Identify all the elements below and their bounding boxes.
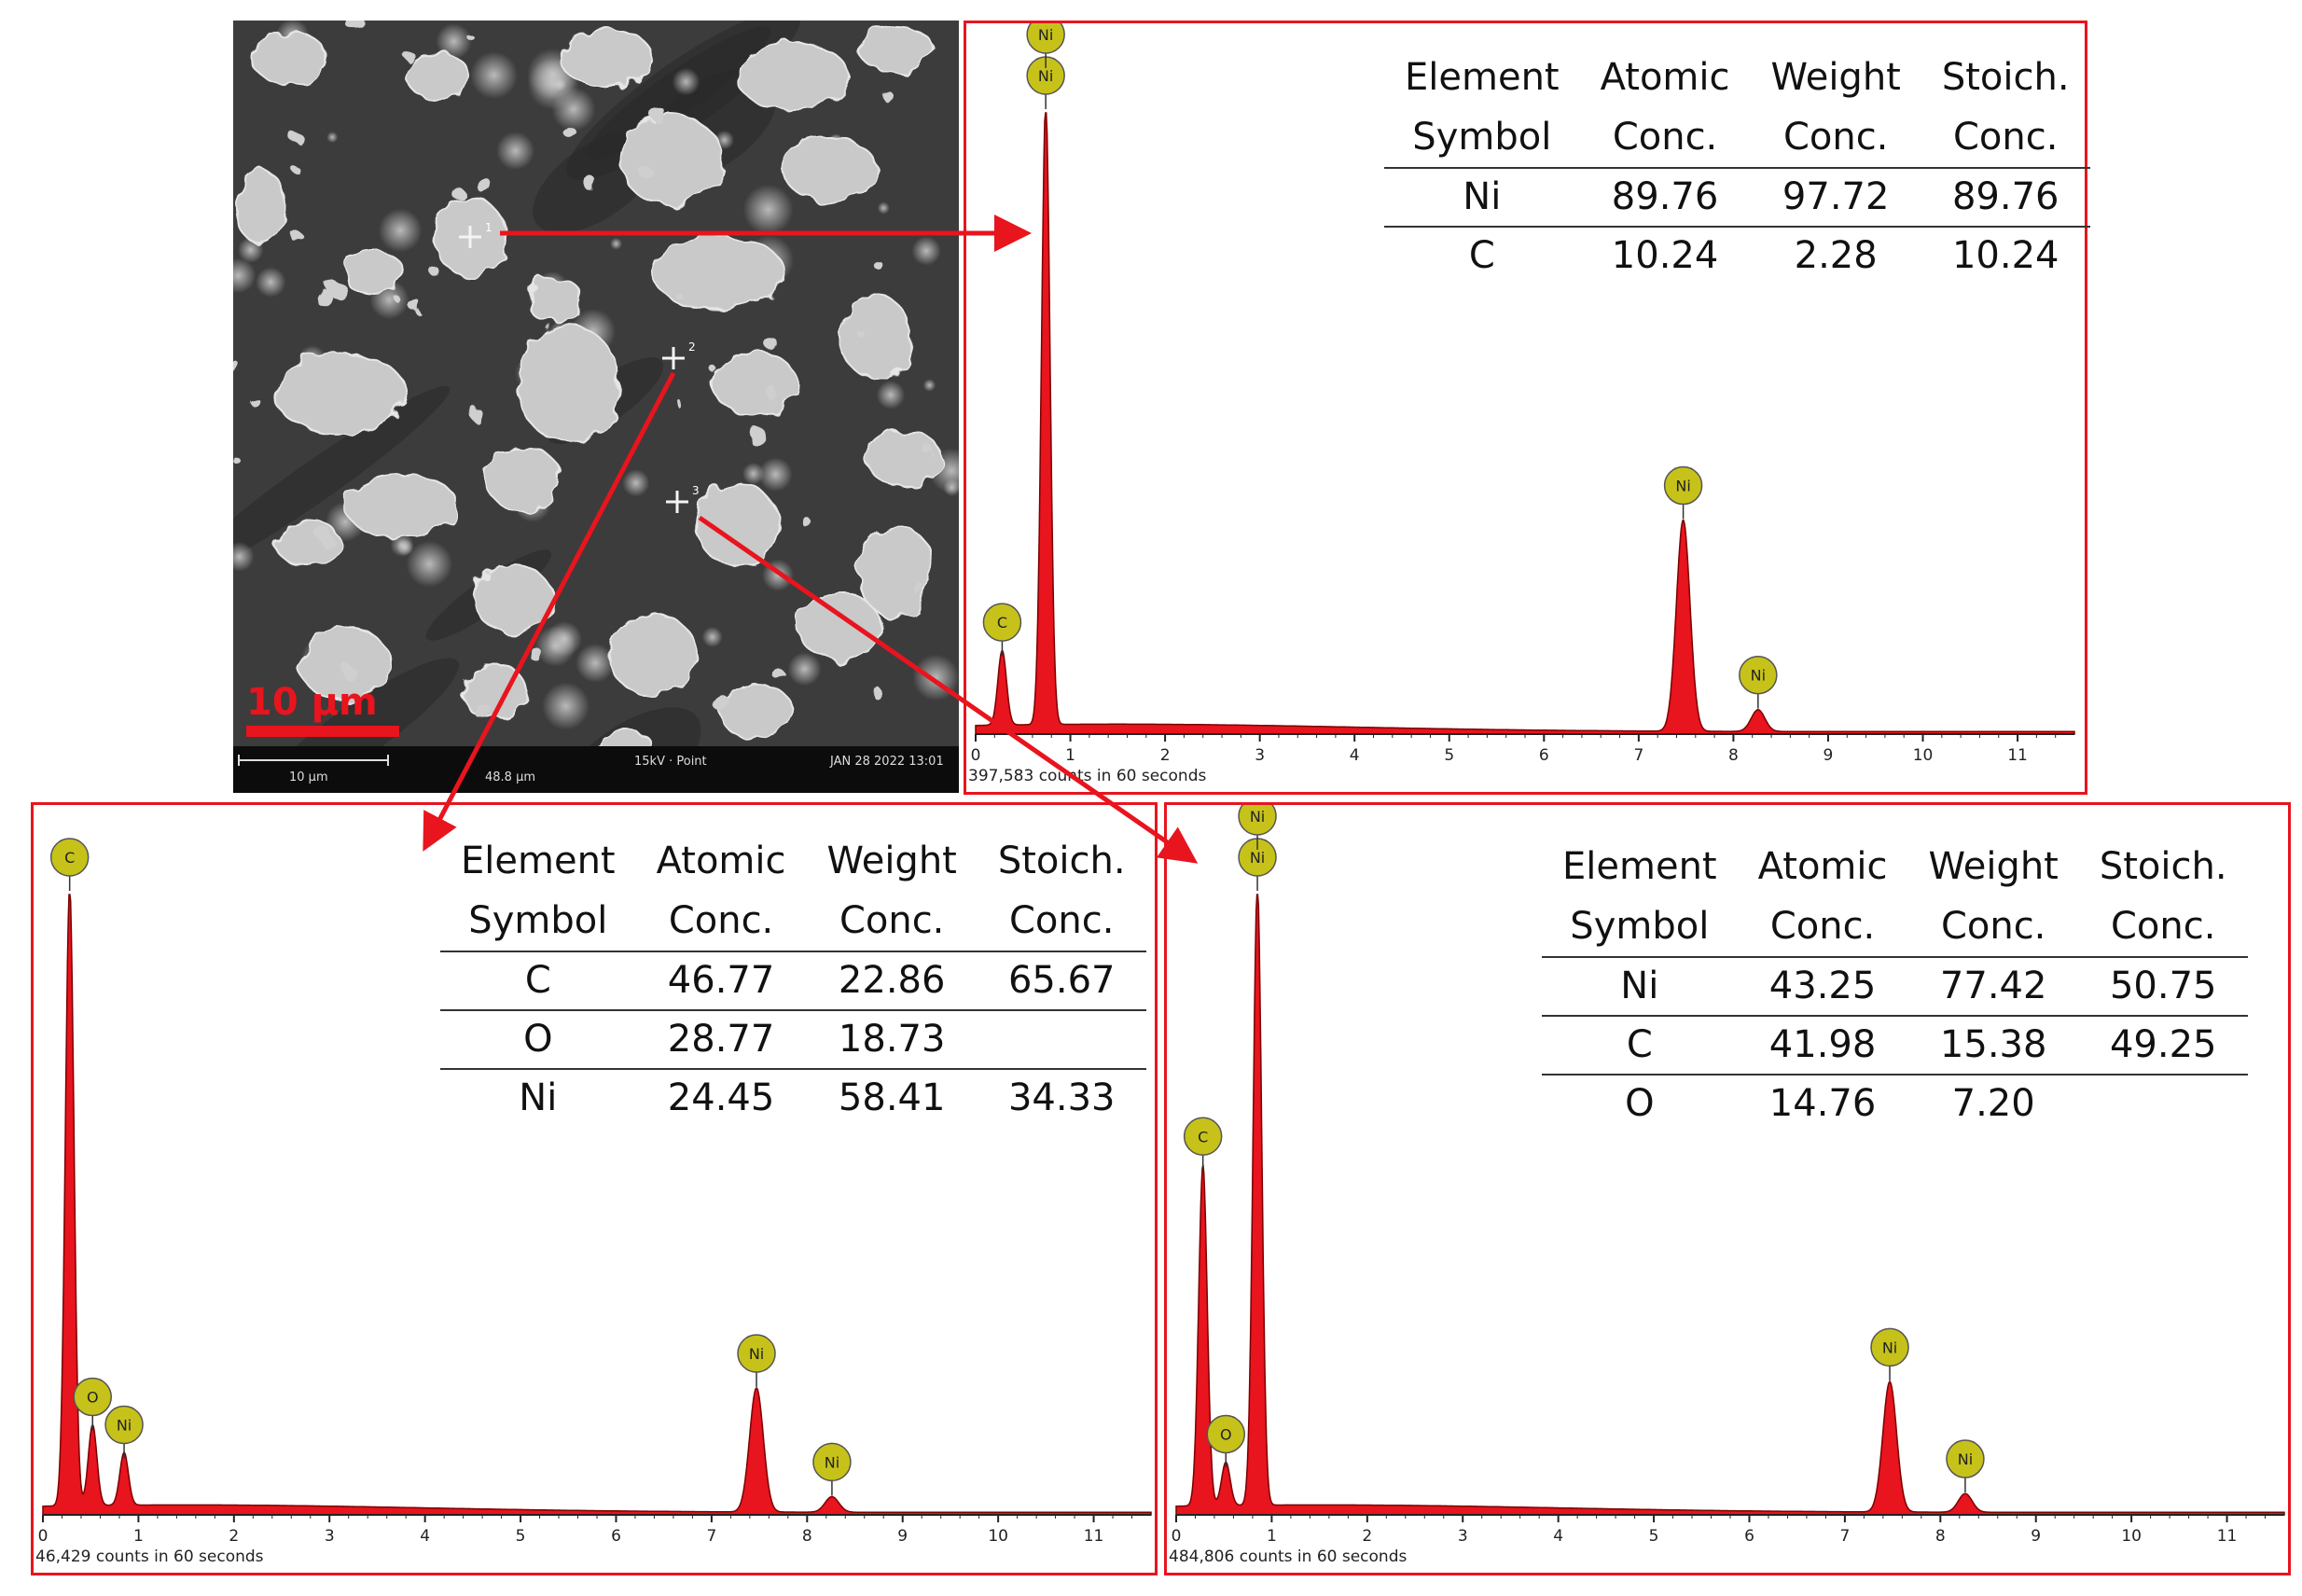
peak-label-ni: Ni: [1870, 1327, 1909, 1381]
x-tick-label: 11: [2217, 1527, 2238, 1546]
x-tick-label: 3: [325, 1527, 335, 1546]
x-tick-label: 9: [1824, 746, 1834, 765]
counts-label: 397,583 counts in 60 seconds: [968, 767, 1206, 785]
counts-label: 46,429 counts in 60 seconds: [35, 1547, 264, 1566]
peak-label-c: C: [49, 838, 90, 891]
scale-bar: [246, 726, 399, 737]
x-tick-label: 7: [1839, 1527, 1850, 1546]
x-tick-label: 5: [516, 1527, 526, 1546]
svg-text:Ni: Ni: [749, 1345, 764, 1363]
point-markers: [459, 226, 688, 513]
x-tick-label: 9: [897, 1527, 908, 1546]
spectrum-chart-2: 0 1 2 3 4 5 6 7 8 9 10 11 46,429 counts in 60 second…: [35, 838, 1152, 1566]
spectrum-area: [42, 894, 1152, 1516]
x-tick-label: 2: [1362, 1527, 1372, 1546]
svg-text:Ni: Ni: [117, 1416, 132, 1434]
svg-text:Ni: Ni: [1038, 26, 1053, 44]
info-bar: [233, 746, 959, 793]
x-tick-label: 10: [2121, 1527, 2142, 1546]
composition-table-1: Element Atomic Weight Stoich. Symbol Conc. Co…: [1384, 48, 2090, 285]
x-tick-label: 4: [420, 1527, 430, 1546]
point-label-1: 1: [485, 221, 492, 234]
info-field: 48.8 µm: [485, 770, 535, 784]
svg-text:Ni: Ni: [1958, 1450, 1973, 1468]
spectrum-panel-3: 0 1 2 3 4 5 6 7 8 9 10 11 484,806 counts in 60 secon…: [1164, 802, 2291, 1575]
x-tick-label: 8: [802, 1527, 812, 1546]
composition-table-2: Element Atomic Weight Stoich. Symbol Conc. Co…: [440, 831, 1146, 1127]
peak-label-ni: Ni: [1739, 655, 1778, 709]
peak-label-c: C: [1183, 1117, 1223, 1171]
spectrum-panel-1: 0 1 2 3 4 5 6 7 8 9 10 11 397,583 counts in 60 secon…: [964, 21, 2090, 795]
peak-label-o: O: [1206, 1414, 1246, 1468]
x-tick-label: 6: [611, 1527, 621, 1546]
peak-label-ni: Ni Ni: [1238, 805, 1277, 891]
peak-label-o: O: [73, 1377, 113, 1431]
spectrum-panel-2: 0 1 2 3 4 5 6 7 8 9 10 11 46,429 counts in 60 second…: [31, 802, 1158, 1575]
table-row: C 41.98 15.38 49.25: [1542, 1016, 2248, 1076]
x-tick-label: 7: [1633, 746, 1643, 765]
x-tick-label: 1: [133, 1527, 144, 1546]
table-row: O 14.76 7.20: [1625, 1082, 2035, 1125]
table-row: Ni 89.76 97.72 89.76: [1384, 168, 2090, 228]
peak-label-ni: Ni: [737, 1334, 776, 1387]
x-tick-label: 0: [971, 746, 981, 765]
info-scale: 10 µm: [289, 770, 328, 784]
x-tick-label: 9: [2031, 1527, 2041, 1546]
table-row: Ni 24.45 58.41 34.33: [519, 1076, 1116, 1119]
x-tick-label: 3: [1458, 1527, 1468, 1546]
x-tick-label: 3: [1255, 746, 1265, 765]
x-tick-label: 8: [1935, 1527, 1946, 1546]
spectrum-chart-3: 0 1 2 3 4 5 6 7 8 9 10 11 484,806 counts in 60 secon…: [1169, 805, 2285, 1566]
x-tick-label: 10: [988, 1527, 1008, 1546]
info-date: JAN 28 2022 13:01: [829, 755, 944, 769]
x-tick-label: 4: [1553, 1527, 1563, 1546]
x-tick-label: 11: [1084, 1527, 1104, 1546]
table-row: Ni 43.25 77.42 50.75: [1542, 957, 2248, 1017]
svg-text:Ni: Ni: [825, 1453, 839, 1471]
x-tick-label: 10: [1913, 746, 1934, 765]
svg-text:O: O: [1220, 1425, 1232, 1443]
sem-micrograph: 1 2 3 10 µm 10 µm 48.8 µm 15kV · Point J…: [233, 21, 959, 793]
x-tick-label: 4: [1350, 746, 1360, 765]
x-tick-label: 1: [1065, 746, 1075, 765]
point-label-2: 2: [688, 340, 696, 354]
svg-text:Ni: Ni: [1250, 808, 1265, 826]
x-tick-label: 6: [1539, 746, 1549, 765]
x-tick-label: 7: [706, 1527, 716, 1546]
x-tick-label: 2: [1160, 746, 1171, 765]
scale-label: 10 µm: [246, 681, 378, 724]
svg-text:Ni: Ni: [1250, 849, 1265, 867]
x-tick-label: 6: [1744, 1527, 1754, 1546]
svg-text:C: C: [997, 614, 1007, 631]
x-tick-label: 5: [1649, 1527, 1659, 1546]
peak-label-ni: Ni Ni: [1026, 23, 1065, 109]
svg-text:Ni: Ni: [1038, 67, 1053, 85]
svg-text:C: C: [1198, 1128, 1208, 1145]
svg-text:O: O: [87, 1389, 99, 1407]
point-label-3: 3: [692, 484, 700, 497]
x-tick-label: 5: [1444, 746, 1454, 765]
x-tick-label: 1: [1267, 1527, 1277, 1546]
info-mode: 15kV · Point: [634, 755, 707, 769]
counts-label: 484,806 counts in 60 seconds: [1169, 1547, 1407, 1566]
composition-table-3: Element Atomic Weight Stoich. Symbol Conc. Co…: [1542, 837, 2248, 1132]
peak-label-c: C: [982, 603, 1022, 657]
table-row: C 46.77 22.86 65.67: [440, 951, 1146, 1011]
svg-text:Ni: Ni: [1751, 667, 1766, 685]
svg-text:Ni: Ni: [1882, 1339, 1897, 1356]
svg-text:C: C: [64, 849, 75, 867]
x-tick-label: 11: [2007, 746, 2028, 765]
x-tick-label: 0: [1172, 1527, 1182, 1546]
table-row: C 10.24 2.28 10.24: [1468, 234, 2059, 277]
x-tick-label: 0: [38, 1527, 49, 1546]
peak-label-ni: Ni: [104, 1405, 144, 1459]
peak-label-ni: Ni: [812, 1442, 852, 1496]
peak-label-ni: Ni: [1946, 1439, 1985, 1493]
peak-label-ni: Ni: [1663, 465, 1703, 520]
x-tick-label: 2: [229, 1527, 239, 1546]
svg-text:Ni: Ni: [1675, 478, 1690, 495]
spectrum-area: [1175, 894, 2285, 1516]
x-tick-label: 8: [1728, 746, 1739, 765]
table-row: O 28.77 18.73: [440, 1010, 1146, 1070]
